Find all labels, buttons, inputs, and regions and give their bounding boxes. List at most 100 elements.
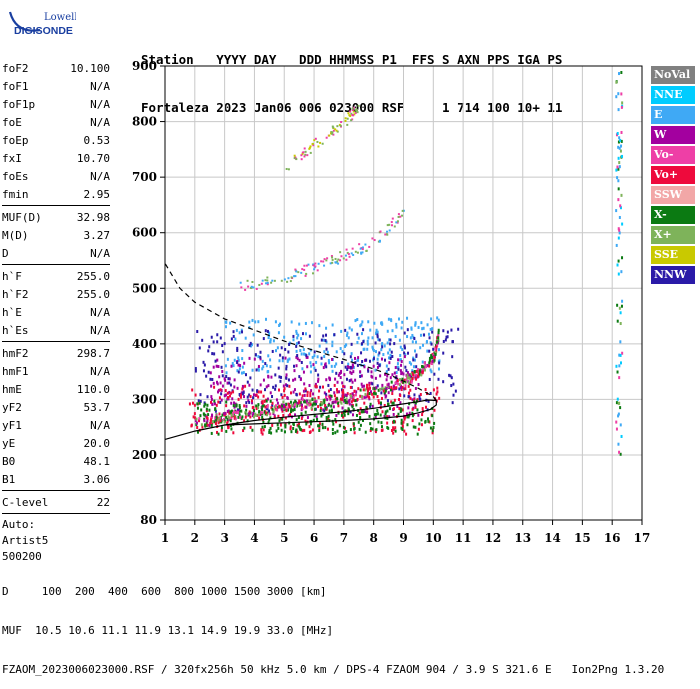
echo-point bbox=[374, 350, 377, 354]
echo-point bbox=[208, 408, 211, 412]
echo-point bbox=[249, 286, 252, 289]
params-group-profile: hmF2 298.7 hmF1 N/A hmE 110.0 yF2 53.7 yF1 N/A yE 2… bbox=[2, 345, 110, 489]
echo-point bbox=[228, 377, 231, 381]
echo-point bbox=[298, 375, 301, 379]
echo-point bbox=[369, 328, 372, 332]
echo-point bbox=[406, 373, 409, 377]
echo-point bbox=[431, 327, 434, 331]
echo-point bbox=[286, 280, 289, 283]
echo-point bbox=[264, 405, 267, 409]
echo-point bbox=[217, 388, 220, 392]
echo-point bbox=[261, 359, 264, 363]
echo-point bbox=[198, 346, 201, 350]
x-tick-label: 12 bbox=[485, 531, 502, 545]
echo-point bbox=[351, 109, 354, 112]
echo-point bbox=[331, 344, 334, 348]
echo-point bbox=[407, 351, 410, 355]
echo-point bbox=[288, 404, 291, 408]
echo-point bbox=[395, 386, 398, 390]
echo-point bbox=[394, 381, 397, 385]
echo-point bbox=[309, 151, 312, 154]
echo-point bbox=[410, 362, 413, 366]
echo-point bbox=[433, 408, 436, 412]
echo-point bbox=[403, 355, 406, 359]
echo-point bbox=[336, 260, 339, 263]
echo-point bbox=[417, 372, 420, 376]
echo-point bbox=[418, 422, 421, 426]
echo-point bbox=[377, 420, 380, 424]
echo-point bbox=[225, 375, 228, 379]
echo-point bbox=[272, 412, 275, 416]
echo-point bbox=[304, 150, 307, 153]
echo-point bbox=[325, 392, 328, 396]
echo-point bbox=[275, 429, 278, 433]
echo-point bbox=[285, 167, 288, 170]
echo-point bbox=[421, 343, 424, 347]
echo-point bbox=[616, 303, 619, 307]
echo-point bbox=[284, 425, 287, 429]
echo-point bbox=[391, 389, 394, 393]
echo-point bbox=[357, 104, 360, 107]
echo-point bbox=[302, 348, 305, 352]
echo-point bbox=[421, 360, 424, 364]
echo-point bbox=[251, 406, 254, 410]
echo-point bbox=[401, 427, 404, 431]
echo-point bbox=[320, 362, 323, 366]
echo-point bbox=[217, 400, 220, 404]
echo-point bbox=[267, 375, 270, 379]
echo-point bbox=[206, 403, 209, 407]
echo-point bbox=[313, 354, 316, 358]
echo-point bbox=[352, 253, 355, 256]
echo-point bbox=[412, 372, 415, 376]
echo-point bbox=[316, 417, 319, 421]
echo-point bbox=[431, 330, 434, 334]
echo-point bbox=[352, 106, 355, 109]
echo-point bbox=[380, 421, 383, 425]
echo-point bbox=[220, 398, 223, 402]
echo-point bbox=[251, 388, 254, 392]
echo-point bbox=[261, 415, 264, 419]
echo-point bbox=[213, 402, 216, 406]
echo-point bbox=[251, 368, 254, 372]
echo-point bbox=[369, 390, 372, 394]
echo-point bbox=[335, 420, 338, 424]
echo-point bbox=[326, 257, 329, 260]
echo-point bbox=[412, 425, 415, 429]
echo-point bbox=[331, 132, 334, 135]
echo-point bbox=[371, 382, 374, 386]
echo-point bbox=[266, 276, 269, 279]
echo-point bbox=[265, 385, 268, 389]
echo-point bbox=[263, 399, 266, 403]
echo-point bbox=[298, 358, 301, 362]
echo-point bbox=[301, 153, 304, 156]
legend-item-ssw: SSW bbox=[651, 186, 695, 204]
echo-point bbox=[386, 329, 389, 333]
echo-point bbox=[349, 365, 352, 369]
echo-point bbox=[377, 388, 380, 392]
echo-point bbox=[295, 364, 298, 368]
echo-point bbox=[431, 356, 434, 360]
echo-point bbox=[352, 394, 355, 398]
echo-point bbox=[388, 361, 391, 365]
echo-point bbox=[370, 370, 373, 374]
echo-point bbox=[328, 361, 331, 365]
echo-point bbox=[314, 262, 317, 265]
echo-point bbox=[340, 369, 343, 373]
echo-point bbox=[294, 275, 297, 278]
echo-point bbox=[303, 382, 306, 386]
echo-point bbox=[265, 411, 268, 415]
echo-point bbox=[437, 377, 440, 381]
echo-point bbox=[214, 407, 217, 411]
echo-point bbox=[401, 377, 404, 381]
echo-point bbox=[259, 413, 262, 417]
echo-point bbox=[205, 409, 208, 413]
echo-point bbox=[341, 415, 344, 419]
echo-point bbox=[245, 401, 248, 405]
footer-muf-row: MUF 10.5 10.6 11.1 11.9 13.1 14.9 19.9 3… bbox=[2, 624, 334, 637]
echo-point bbox=[341, 390, 344, 394]
param-row-ye: yE 20.0 bbox=[2, 435, 110, 453]
echo-point bbox=[313, 398, 316, 402]
echo-point bbox=[262, 420, 265, 424]
param-value: 48.1 bbox=[83, 455, 111, 468]
echo-point bbox=[204, 402, 207, 406]
